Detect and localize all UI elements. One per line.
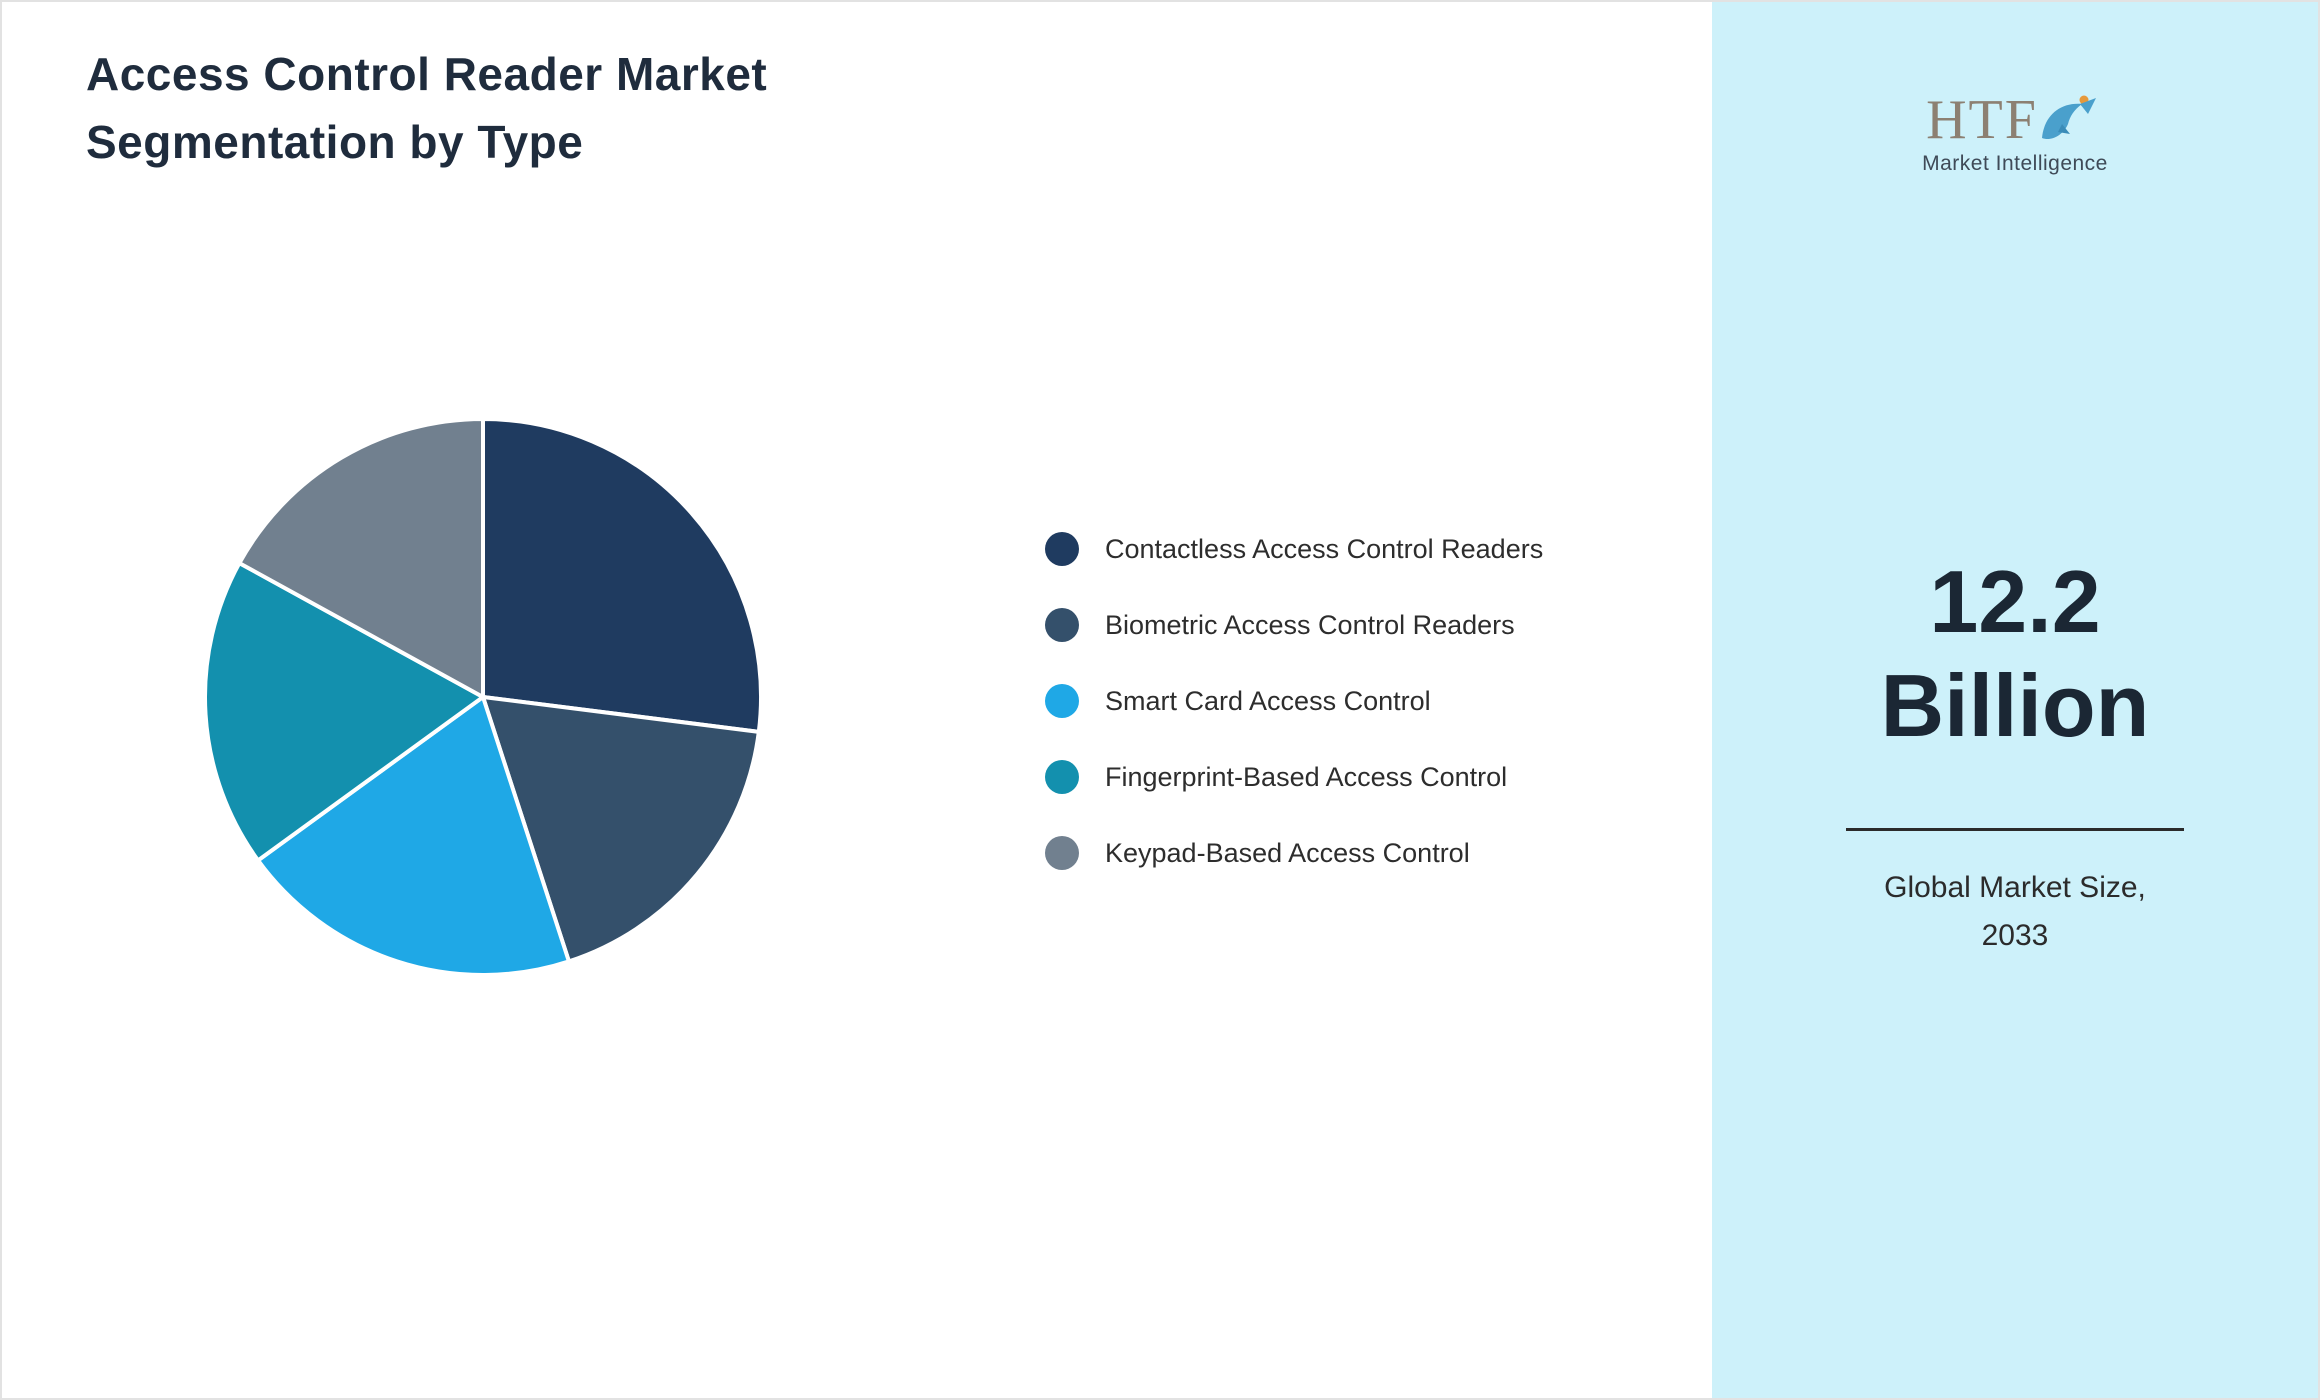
legend-color-dot — [1045, 608, 1079, 642]
legend-color-dot — [1045, 760, 1079, 794]
legend-item: Keypad-Based Access Control — [1045, 830, 1543, 876]
logo: HTF Market Intelligence — [1712, 90, 2318, 176]
page-title-line2: Segmentation by Type — [86, 116, 584, 168]
market-size-caption: Global Market Size, 2033 — [1712, 864, 2318, 960]
legend-item: Smart Card Access Control — [1045, 678, 1543, 724]
legend-color-dot — [1045, 684, 1079, 718]
legend-label: Fingerprint-Based Access Control — [1105, 761, 1508, 792]
caption-line1: Global Market Size, — [1884, 871, 2146, 904]
legend-color-dot — [1045, 836, 1079, 870]
chart-legend: Contactless Access Control Readers Biomet… — [1045, 526, 1543, 876]
pie-chart — [203, 417, 763, 977]
legend-item: Biometric Access Control Readers — [1045, 602, 1543, 648]
market-size-value: 12.2 Billion — [1712, 550, 2318, 758]
logo-subtitle: Market Intelligence — [1922, 152, 2108, 175]
page-title-line1: Access Control Reader Market — [86, 48, 768, 100]
market-size-unit: Billion — [1880, 656, 2150, 755]
caption-line2: 2033 — [1981, 919, 2049, 952]
page-title: Access Control Reader Market Segmentatio… — [86, 40, 767, 176]
pie-slice-4 — [203, 561, 485, 863]
legend-label: Contactless Access Control Readers — [1105, 533, 1544, 564]
legend-item: Contactless Access Control Readers — [1045, 526, 1543, 572]
pie-slice-2 — [481, 695, 761, 964]
pie-slice-5 — [237, 417, 485, 699]
legend-color-dot — [1045, 532, 1079, 566]
logo-lockup: HTF — [1712, 90, 2318, 148]
pie-slice-3 — [256, 695, 571, 977]
divider-line — [1846, 828, 2184, 831]
logo-brand-text: HTF — [1926, 89, 2038, 151]
legend-label: Biometric Access Control Readers — [1105, 609, 1515, 640]
legend-label: Keypad-Based Access Control — [1105, 837, 1470, 868]
dolphin-icon — [2041, 95, 2096, 140]
legend-label: Smart Card Access Control — [1105, 685, 1431, 716]
legend-item: Fingerprint-Based Access Control — [1045, 754, 1543, 800]
market-size-number: 12.2 — [1929, 552, 2101, 651]
pie-slice-1 — [481, 417, 763, 734]
right-panel: HTF Market Intelligence 12.2 Billion Glo… — [1712, 2, 2318, 1398]
